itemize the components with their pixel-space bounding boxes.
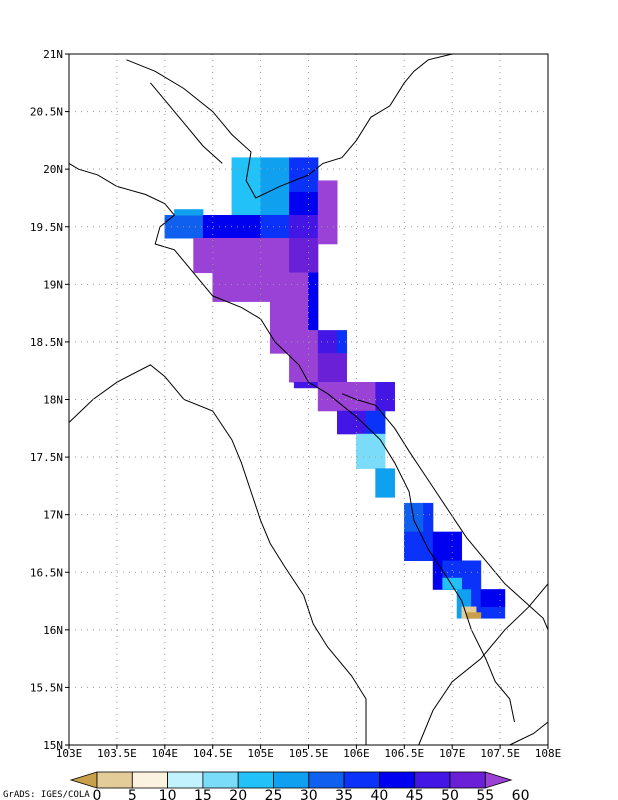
rain-cell [317, 180, 338, 216]
colorbar-segment [237, 771, 274, 789]
lon-tick-label: 104.5E [193, 747, 233, 760]
colorbar-segment [131, 771, 169, 789]
lat-tick-label: 20.5N [30, 106, 63, 119]
lat-tick-label: 21N [43, 48, 63, 61]
colorbar-segment [167, 771, 204, 789]
rain-cell [375, 381, 395, 412]
lon-tick-label: 107E [439, 747, 466, 760]
lat-tick-label: 17N [43, 509, 63, 522]
lon-tick-label: 103E [56, 747, 83, 760]
rain-cell [375, 468, 395, 498]
colorbar-label: 15 [194, 788, 212, 800]
rain-cell [212, 272, 242, 302]
colorbar-segment [414, 771, 451, 789]
lat-tick-label: 19.5N [30, 221, 63, 234]
rain-cell [404, 531, 434, 561]
colorbar-segment [308, 771, 345, 789]
rain-cell [231, 191, 261, 216]
rain-cell [269, 272, 309, 302]
rain-cell [356, 433, 386, 469]
colorbar-label: 45 [406, 788, 424, 800]
colorbar-label: 55 [476, 788, 494, 800]
rain-cell [231, 157, 261, 193]
rain-cell [269, 301, 309, 331]
colorbar-high-arrow [484, 771, 513, 789]
colorbar: 0 5 10 15 20 25 30 35 40 45 50 55 60 [69, 771, 530, 800]
colorbar-label: 35 [335, 788, 353, 800]
lat-tick-label: 17.5N [30, 451, 63, 464]
rain-cell [260, 157, 290, 193]
lat-tick-label: 15N [43, 739, 63, 752]
colorbar-label: 40 [370, 788, 388, 800]
rain-cell [289, 238, 319, 274]
rain-cell [260, 238, 290, 274]
colorbar-segment [273, 771, 310, 789]
longitude-ticks: 103E 103.5E 104E 104.5E 105E 105.5E 106E 106.5E… [56, 745, 562, 760]
lat-tick-label: 18.5N [30, 336, 63, 349]
colorbar-segment [96, 771, 133, 789]
rain-cell [231, 238, 261, 274]
rain-cell [260, 191, 290, 216]
lon-tick-label: 103.5E [97, 747, 137, 760]
lon-tick-label: 104E [152, 747, 179, 760]
rain-cell [193, 238, 233, 274]
grads-credit: GrADS: IGES/COLA [3, 790, 90, 800]
lat-tick-label: 16.5N [30, 566, 63, 579]
colorbar-label: 5 [128, 788, 137, 800]
coastline-path [509, 721, 549, 746]
rain-cell [289, 353, 319, 383]
rain-cell [231, 214, 261, 239]
coastline-path [341, 393, 549, 630]
rain-cell [317, 238, 338, 245]
rain-cell [365, 410, 386, 435]
rain-cell [317, 381, 376, 412]
lon-tick-label: 105.5E [289, 747, 329, 760]
lat-tick-label: 16N [43, 624, 63, 637]
lat-tick-label: 18N [43, 394, 63, 407]
colorbar-label: 0 [93, 788, 102, 800]
rain-cell [289, 191, 319, 216]
rain-cell [241, 272, 271, 302]
colorbar-segment [449, 771, 486, 789]
rain-cell [308, 272, 319, 302]
lon-tick-label: 107.5E [480, 747, 520, 760]
colorbar-segment [343, 771, 380, 789]
lat-tick-label: 15.5N [30, 681, 63, 694]
lat-tick-label: 19N [43, 278, 63, 291]
lon-tick-label: 106.5E [384, 747, 424, 760]
coastline-path [68, 162, 515, 723]
colorbar-segment [378, 771, 416, 789]
coastline-path [68, 364, 367, 745]
colorbar-label: 30 [300, 788, 318, 800]
lon-tick-label: 106E [343, 747, 370, 760]
coastline-path [150, 82, 223, 164]
colorbar-label: 20 [229, 788, 247, 800]
rain-cell [423, 502, 434, 533]
rain-cell [308, 301, 319, 331]
rain-cell [174, 209, 204, 216]
colorbar-label: 10 [159, 788, 177, 800]
latitude-ticks: 15N 15.5N 16N 16.5N 17N 17.5N 18N 18.5N 19N 19.5N… [30, 48, 69, 752]
colorbar-low-arrow [69, 771, 98, 789]
lat-tick-label: 20N [43, 163, 63, 176]
rain-cell [466, 612, 482, 619]
colorbar-label: 25 [265, 788, 283, 800]
lon-tick-label: 108E [535, 747, 562, 760]
rain-cell [480, 589, 506, 608]
coastline-path [418, 583, 549, 746]
rain-cell [317, 353, 348, 383]
colorbar-label: 60 [512, 788, 530, 800]
lon-tick-label: 105E [247, 747, 274, 760]
colorbar-label: 50 [441, 788, 459, 800]
rain-cell [289, 157, 319, 193]
rain-cell [269, 330, 319, 354]
colorbar-segment [202, 771, 239, 789]
rain-cell [442, 577, 463, 590]
